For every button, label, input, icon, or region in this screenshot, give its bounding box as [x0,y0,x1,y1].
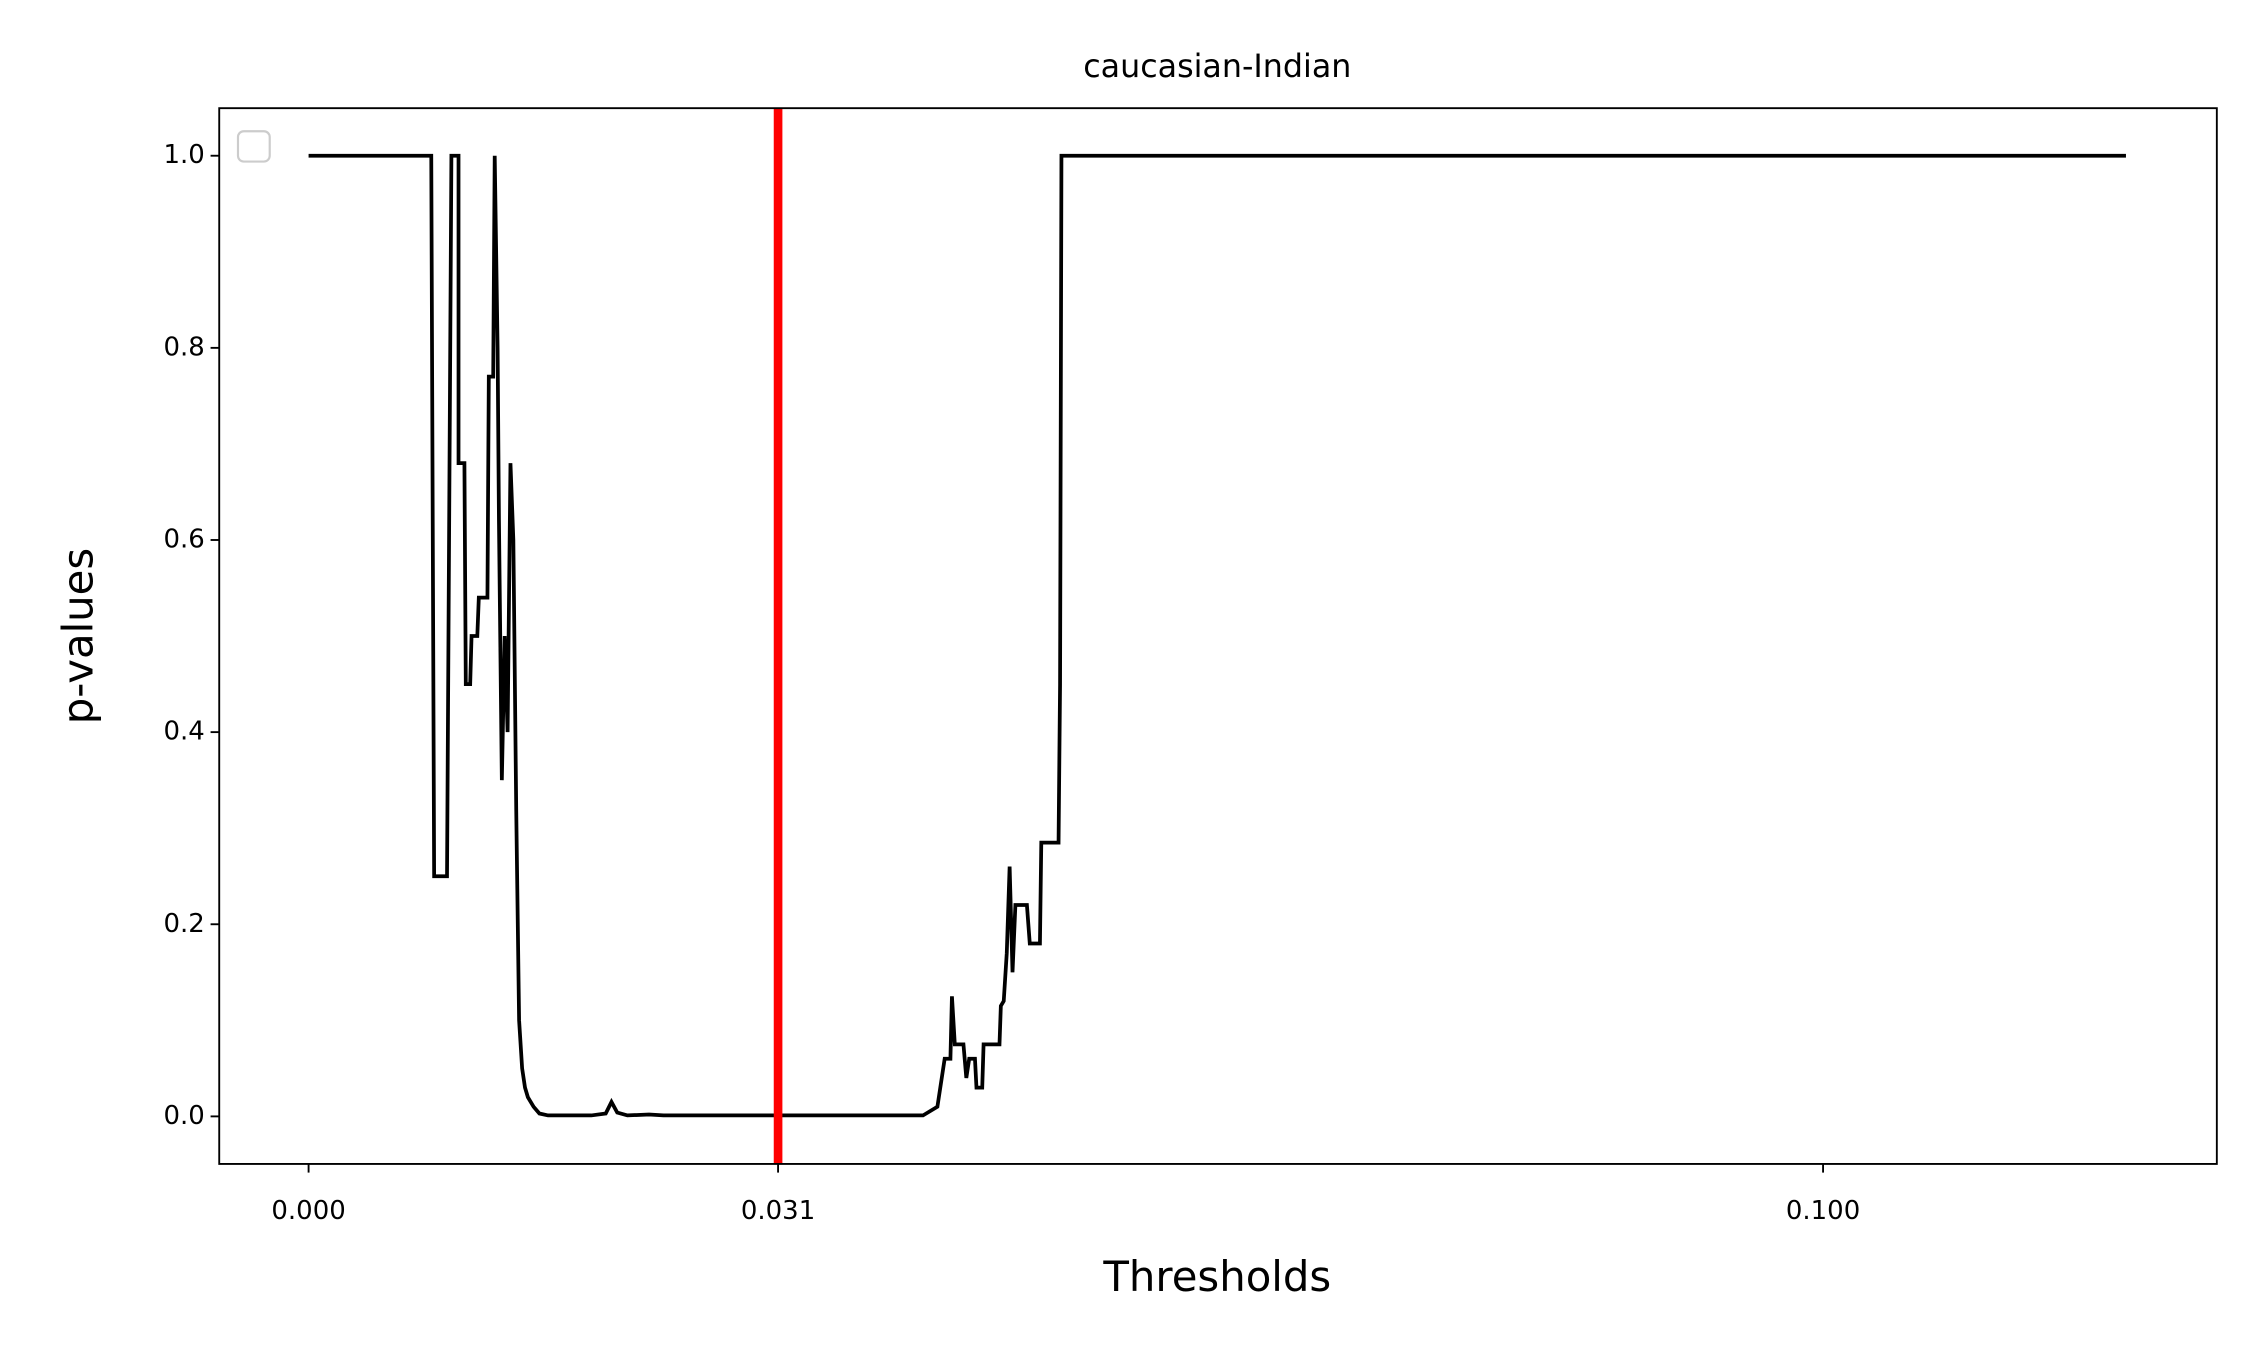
y-axis-label: p-values [53,548,102,725]
y-tick-label: 0.8 [164,332,205,362]
y-tick-label: 0.4 [164,717,205,747]
data-line [308,153,2126,1118]
y-tick-label: 0.0 [164,1101,205,1131]
y-tick-label: 0.6 [164,524,205,554]
x-tick-label: 0.100 [1786,1196,1860,1226]
x-axis-label: Thresholds [1102,1252,1331,1301]
chart-title: caucasian-Indian [1083,49,1351,85]
y-tick-label: 1.0 [164,140,205,170]
y-tick-label: 0.2 [164,909,205,939]
x-tick-label: 0.000 [271,1196,345,1226]
x-tick-label: 0.031 [741,1196,815,1226]
legend-box [236,130,271,163]
plot-frame [218,107,2218,1165]
